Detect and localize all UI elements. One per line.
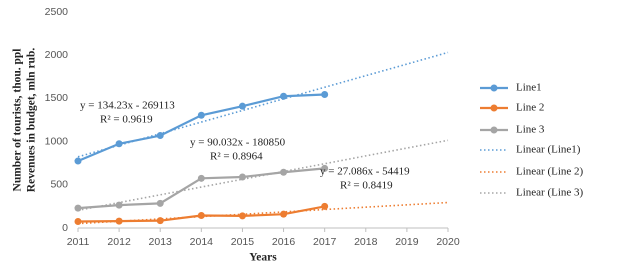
annotation: R² = 0.8419 (340, 180, 393, 192)
point (156, 132, 164, 140)
point (115, 201, 123, 209)
annotation: R² = 0.8964 (210, 151, 263, 163)
y-tick-label: 2000 (45, 49, 69, 61)
x-tick-label: 2012 (107, 236, 131, 248)
x-tick-label: 2018 (354, 236, 378, 248)
legend-marker (490, 104, 498, 112)
legend-label: Line 3 (516, 124, 545, 136)
legend-label: Linear (Line 2) (516, 166, 584, 178)
point (197, 174, 205, 182)
annotation: y = 134.23x - 269113 (80, 100, 175, 112)
x-tick-label: 2019 (395, 236, 419, 248)
annotation: y = 90.032x - 180850 (190, 137, 286, 149)
point (321, 202, 329, 210)
point (156, 199, 164, 207)
point (280, 92, 288, 100)
x-tick-label: 2020 (436, 236, 460, 248)
x-tick-label: 2016 (272, 236, 296, 248)
y-axis-label: Number of tourists, thou. ppl (12, 49, 24, 192)
y-axis-label: Revenues in budget, mln rub. (26, 48, 38, 193)
trendline (77, 201, 449, 225)
legend-label: Linear (Line1) (516, 144, 581, 156)
x-tick-label: 2015 (231, 236, 255, 248)
x-tick-label: 2014 (190, 236, 214, 248)
y-tick-label: 1000 (45, 135, 69, 147)
legend-label: Line1 (516, 82, 542, 94)
point (238, 212, 246, 220)
y-tick-label: 1500 (45, 92, 69, 104)
trendline (77, 139, 449, 212)
point (197, 211, 205, 219)
point (321, 164, 329, 172)
x-axis-label: Years (249, 252, 277, 264)
trendline (77, 51, 449, 158)
point (321, 91, 329, 99)
x-tick-label: 2013 (149, 236, 173, 248)
point (197, 111, 205, 119)
annotation: R² = 0.9619 (100, 114, 153, 126)
y-tick-label: 0 (62, 222, 68, 234)
x-tick-label: 2017 (313, 236, 337, 248)
legend-marker (490, 126, 498, 134)
point (74, 157, 82, 165)
y-tick-label: 500 (50, 179, 68, 191)
y-tick-label: 2500 (45, 6, 69, 18)
point (74, 204, 82, 212)
point (74, 218, 82, 226)
legend-marker (490, 84, 498, 92)
series-line (77, 167, 325, 210)
x-tick-label: 2011 (67, 236, 90, 248)
point (238, 102, 246, 110)
legend-label: Line 2 (516, 102, 544, 114)
annotation: y = 27.086x - 54419 (320, 166, 410, 178)
legend-label: Linear (Line 3) (516, 187, 584, 199)
